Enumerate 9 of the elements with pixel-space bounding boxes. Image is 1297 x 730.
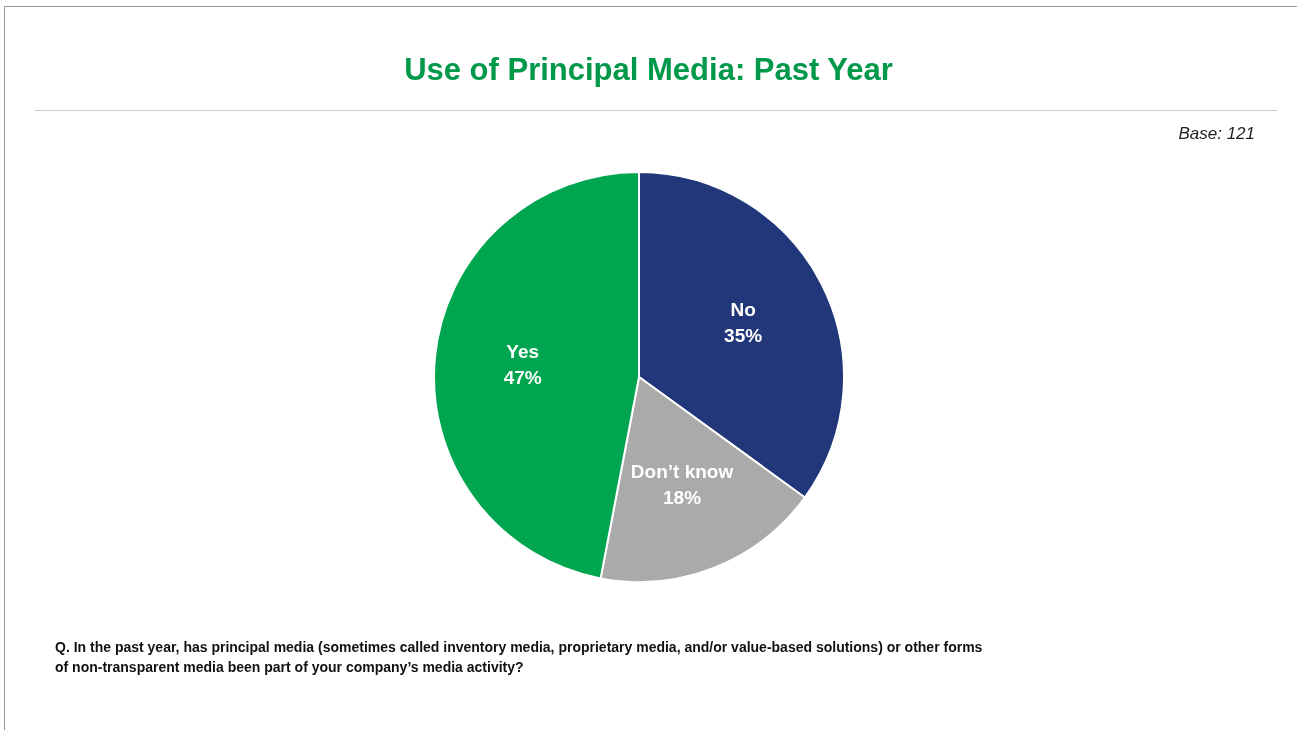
slice-label: No [730,299,756,321]
data-label: 18% [663,486,702,508]
chart-title: Use of Principal Media: Past Year [403,52,894,88]
data-label: 47% [503,367,542,389]
slice-label: Don’t know [630,460,734,482]
text: Q. In the past year, has principal media (sometimes called inventory media, proprietary media, and/or value-based solutions) or other forms of non-transparent media been part of your company’s media activity? [55,638,984,677]
text: Base: 121 [1178,124,1255,144]
data-label: 35% [724,325,763,347]
slice-label: Yes [506,341,540,363]
